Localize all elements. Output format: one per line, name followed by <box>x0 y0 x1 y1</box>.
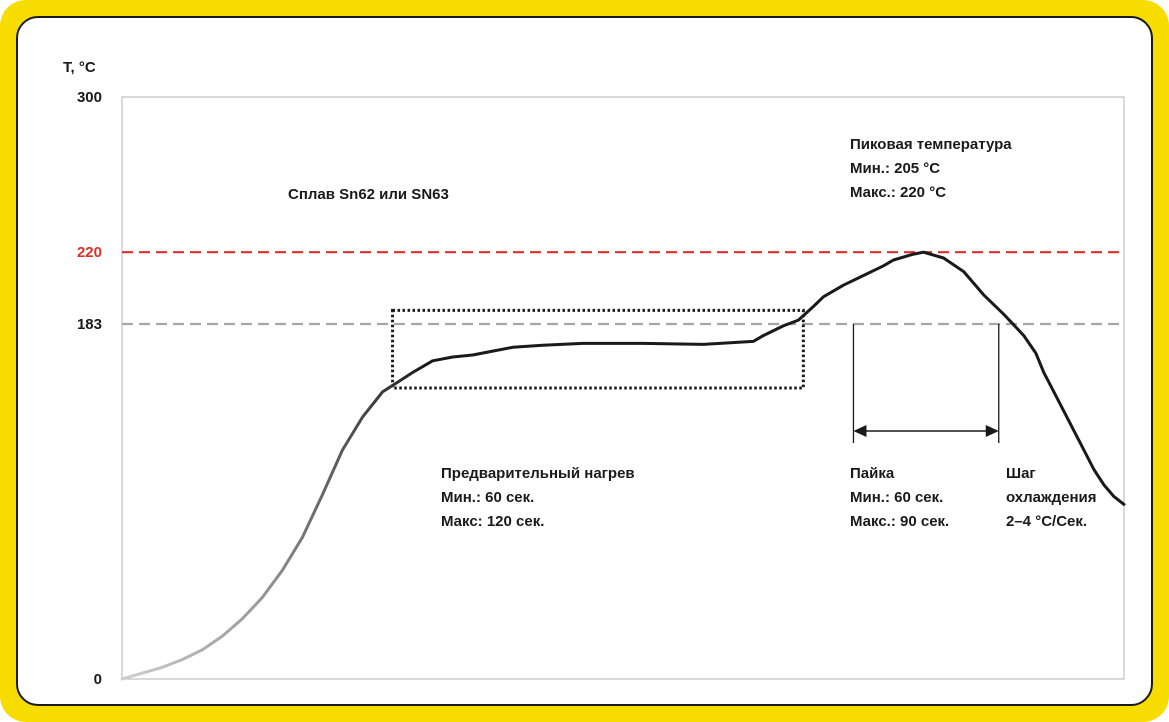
y-tick-labels: 0 183 220 300 <box>77 89 102 688</box>
preheat-min: Мин.: 60 сек. <box>441 489 534 506</box>
peak-max: Макс.: 220 °C <box>850 184 946 201</box>
soldering-interval-marker <box>852 323 1000 443</box>
reference-lines <box>122 251 1124 326</box>
peak-title: Пиковая температура <box>850 136 1012 153</box>
preheat-title: Предварительный нагрев <box>441 465 635 482</box>
cooling-line3: 2–4 °C/Сек. <box>1006 513 1087 530</box>
y-tick-label-300: 300 <box>77 89 102 106</box>
cooling-line2: охлаждения <box>1006 489 1097 506</box>
peak-min: Мин.: 205 °C <box>850 160 940 177</box>
preheat-zone-box <box>391 308 805 390</box>
temperature-curve <box>120 250 1126 681</box>
preheat-max: Макс: 120 сек. <box>441 513 544 530</box>
plot-area <box>121 96 1125 680</box>
soldering-min: Мин.: 60 сек. <box>850 489 943 506</box>
solder-arrow-right-head <box>985 425 999 437</box>
y-axis-title: T, °C <box>63 59 96 76</box>
solder-arrow-left-head <box>853 425 867 437</box>
temperature-curve-line <box>120 250 1126 681</box>
reflow-profile-chart: T, °C 0 183 220 300 Сплав Sn62 или SN63 Пик… <box>63 59 1126 688</box>
y-tick-label-220: 220 <box>77 244 102 261</box>
soldering-title: Пайка <box>850 465 895 482</box>
y-tick-label-0: 0 <box>94 671 102 688</box>
y-tick-label-183: 183 <box>77 316 102 333</box>
chart-title: Сплав Sn62 или SN63 <box>288 186 449 203</box>
cooling-line1: Шаг <box>1006 465 1036 482</box>
soldering-max: Макс.: 90 сек. <box>850 513 949 530</box>
chart-panel: T, °C 0 183 220 300 Сплав Sn62 или SN63 Пик… <box>16 16 1153 706</box>
